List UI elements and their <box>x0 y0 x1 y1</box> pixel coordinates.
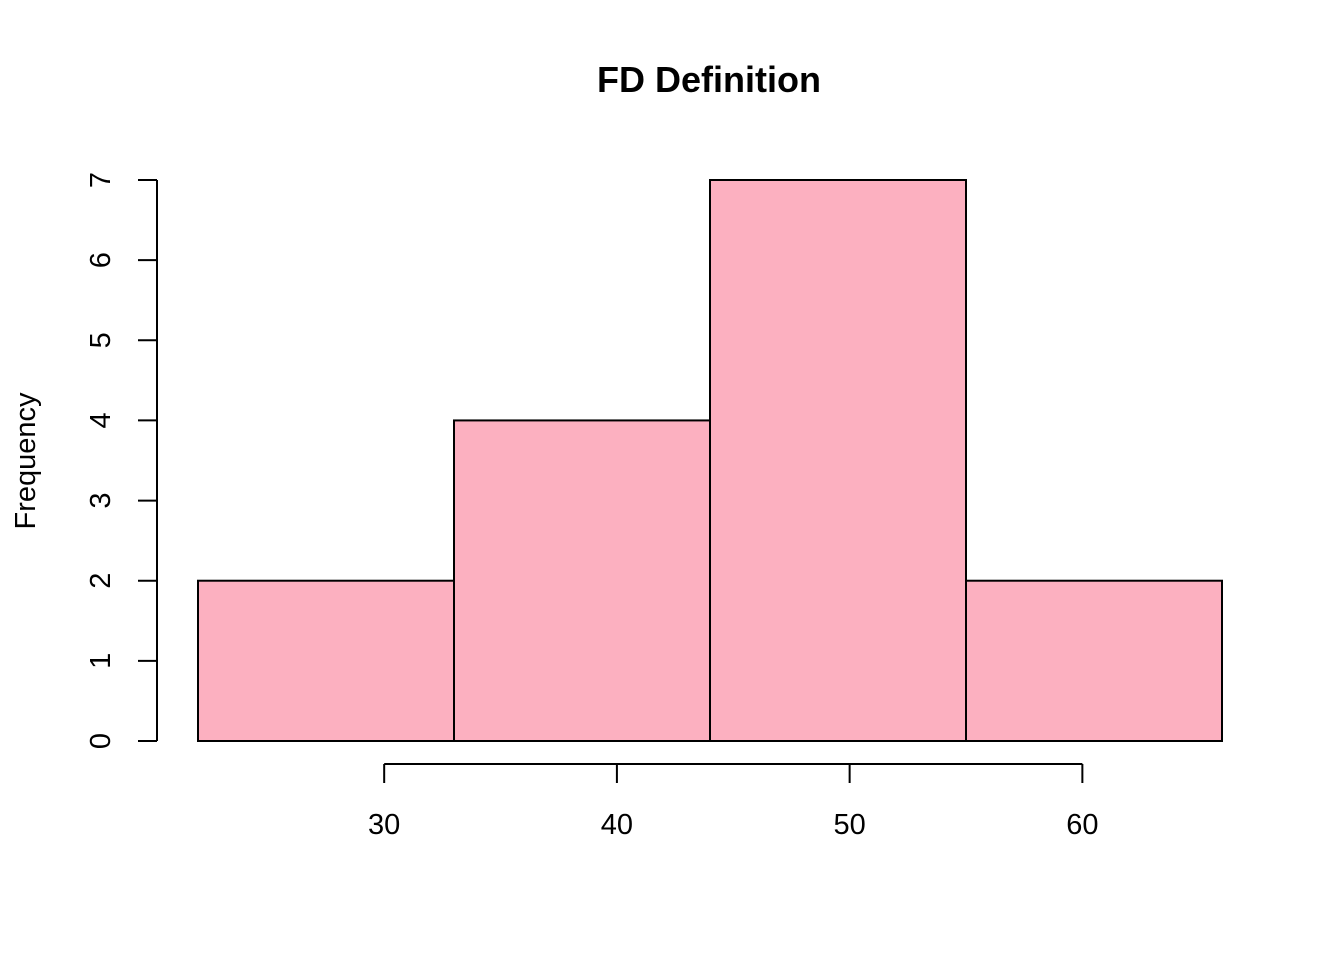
histogram-bar-1 <box>197 579 455 743</box>
histogram-bar-2 <box>453 419 711 742</box>
y-tick-label: 6 <box>85 252 117 268</box>
x-tick-label: 30 <box>368 809 400 841</box>
y-tick-label: 7 <box>85 172 117 188</box>
y-tick-label: 5 <box>85 332 117 348</box>
y-tick-label: 2 <box>85 573 117 589</box>
x-tick-label: 60 <box>1066 809 1098 841</box>
y-tick-label: 3 <box>85 493 117 509</box>
y-axis: 0 1 2 3 4 5 6 7 <box>85 172 158 749</box>
chart-title: FD Definition <box>597 59 821 100</box>
x-tick-label: 50 <box>834 809 866 841</box>
y-tick-label: 0 <box>85 733 117 749</box>
y-tick-label: 1 <box>85 653 117 669</box>
histogram-bar-3 <box>709 179 967 742</box>
histogram-bar-4 <box>965 579 1223 743</box>
y-tick-label: 4 <box>85 412 117 428</box>
bars-group <box>197 179 1223 743</box>
x-axis: 30 40 50 60 <box>368 763 1098 841</box>
x-tick-label: 40 <box>601 809 633 841</box>
y-axis-label: Frequency <box>10 392 42 530</box>
